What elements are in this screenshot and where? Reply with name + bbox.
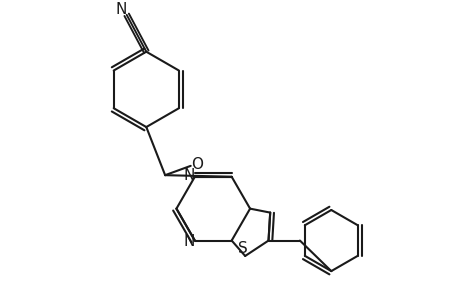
Text: N: N — [183, 234, 194, 249]
Text: N: N — [183, 168, 194, 183]
Text: N: N — [115, 2, 126, 17]
Text: O: O — [191, 157, 203, 172]
Text: S: S — [237, 241, 247, 256]
